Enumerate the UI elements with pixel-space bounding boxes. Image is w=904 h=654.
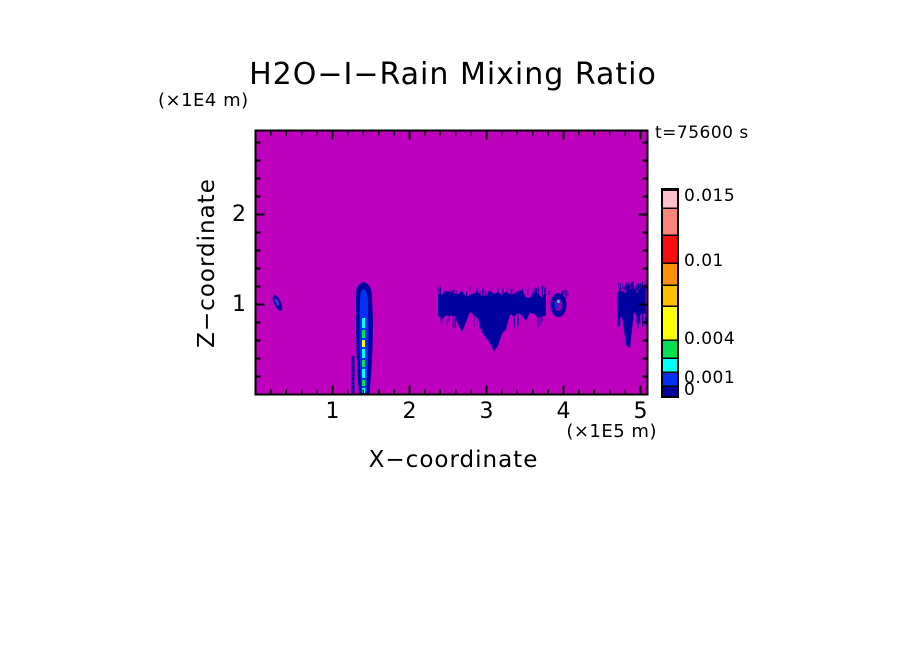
time-annotation: t=75600 s bbox=[655, 123, 749, 143]
y-tick-label: 2 bbox=[232, 201, 246, 227]
colorbar-label: 0.001 bbox=[684, 368, 736, 388]
plot-title: H2O−I−Rain Mixing Ratio bbox=[249, 57, 657, 92]
x-tick-label: 2 bbox=[402, 399, 417, 424]
y-axis-unit-label: (×1E4 m) bbox=[158, 90, 249, 111]
colorbar-label: 0.004 bbox=[684, 329, 736, 349]
colorbar-label: 0.01 bbox=[684, 251, 724, 271]
y-tick-label: 1 bbox=[232, 291, 246, 317]
colorbar-label: 0.015 bbox=[684, 186, 736, 206]
x-tick-label: 5 bbox=[633, 399, 648, 424]
x-tick-label: 1 bbox=[325, 399, 340, 424]
x-tick-label: 4 bbox=[556, 399, 571, 424]
x-axis-title: X−coordinate bbox=[368, 447, 539, 473]
x-tick-label: 3 bbox=[479, 399, 494, 424]
x-axis-unit-label: (×1E5 m) bbox=[566, 421, 657, 442]
colorbar-label: 0 bbox=[684, 380, 696, 400]
